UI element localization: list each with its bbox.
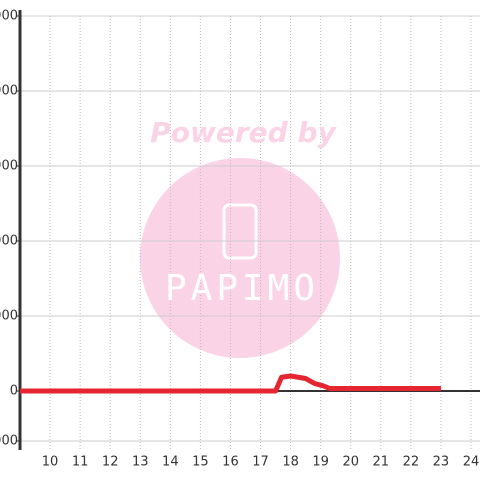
- y-tick-label: 90,000: [0, 159, 18, 174]
- x-tick-label: 18: [282, 455, 299, 470]
- x-tick-label: 23: [433, 455, 450, 470]
- x-tick-label: 14: [162, 455, 179, 470]
- x-tick-label: 20: [342, 455, 359, 470]
- x-tick-label: 16: [222, 455, 239, 470]
- y-tick-label: 120,000: [0, 84, 18, 99]
- x-tick-label: 11: [72, 455, 89, 470]
- x-tick-label: 13: [132, 455, 149, 470]
- watermark-text: Powered by: [150, 116, 337, 149]
- x-tick-label: 15: [192, 455, 209, 470]
- x-tick-label: 22: [403, 455, 420, 470]
- y-tick-label: 150,000: [0, 9, 18, 24]
- watermark-icon: [222, 203, 258, 260]
- watermark-text: PAPIMO: [165, 268, 319, 309]
- y-tick-label: 0: [10, 384, 18, 399]
- y-tick-label: 30,000: [0, 309, 18, 324]
- x-tick-label: 10: [42, 455, 59, 470]
- y-tick-label: 60,000: [0, 234, 18, 249]
- y-tick-label: -20,000: [0, 434, 18, 449]
- x-tick-label: 21: [373, 455, 390, 470]
- data-line: [20, 373, 441, 394]
- x-tick-label: 17: [252, 455, 269, 470]
- x-tick-label: 19: [312, 455, 329, 470]
- grid: [20, 15, 480, 450]
- x-tick-label: 24: [463, 455, 480, 470]
- x-tick-label: 12: [102, 455, 119, 470]
